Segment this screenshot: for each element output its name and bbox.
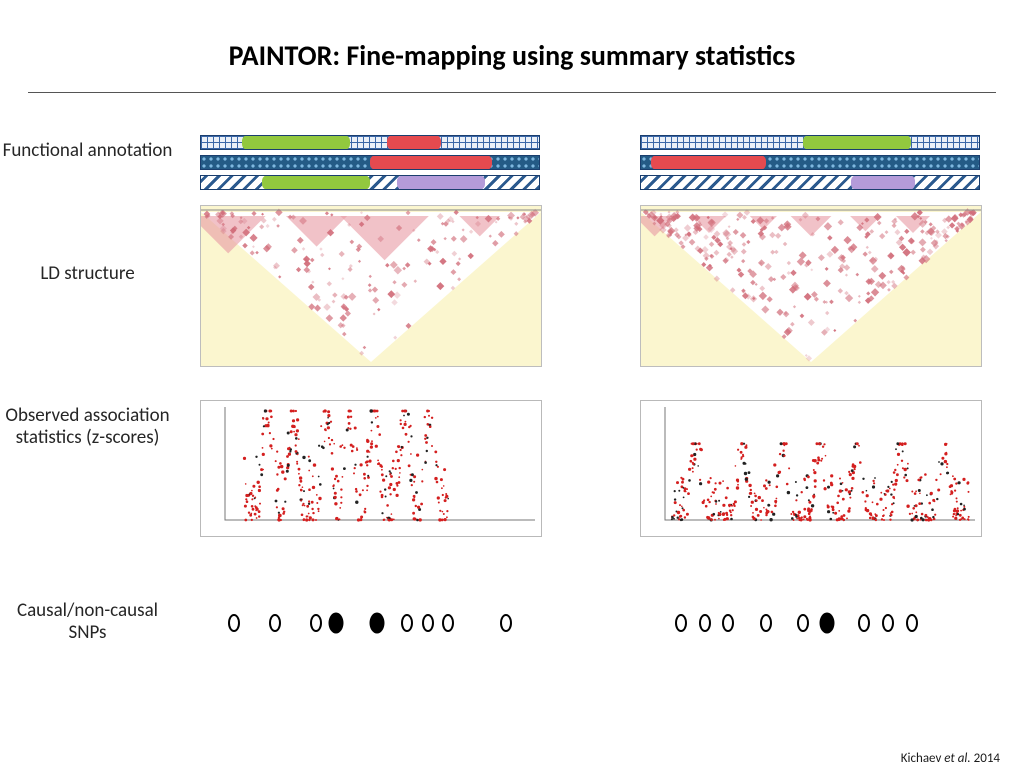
citation-year: 2014 [974,751,1000,766]
annotation-segment [851,175,915,190]
snp-noncausal [882,614,894,632]
zscore-panel-right [640,400,982,537]
zscore-scatter [201,401,541,536]
zscore-scatter [641,401,981,536]
row-label-zscore: Observed association statistics (z-score… [0,405,175,449]
annotation-track [200,135,540,150]
snp-noncausal [760,614,772,632]
annotation-segment [242,135,350,150]
citation-etal: et al. [944,751,970,766]
annotation-tracks-right [640,135,980,195]
snp-noncausal [269,614,281,632]
snp-noncausal [722,614,734,632]
annotation-segment [397,175,485,190]
citation: Kichaev et al. 2014 [901,751,1000,766]
snp-noncausal [401,614,413,632]
row-label-ld: LD structure [0,263,175,285]
snp-causal [369,613,384,634]
snp-noncausal [858,614,870,632]
snp-causal [329,613,344,634]
annotation-track [640,135,980,150]
snp-noncausal [797,614,809,632]
slide-title: PAINTOR: Fine-mapping using summary stat… [0,38,1024,73]
citation-author: Kichaev [901,751,942,766]
annotation-tracks-left [200,135,540,195]
slide: PAINTOR: Fine-mapping using summary stat… [0,0,1024,768]
snp-noncausal [228,614,240,632]
annotation-track [640,155,980,170]
snp-noncausal [500,614,512,632]
ld-panel-right [640,205,982,367]
ld-triangle [201,206,541,366]
snp-noncausal [906,614,918,632]
snp-noncausal [310,614,322,632]
row-label-snps: Causal/non-causal SNPs [0,600,175,644]
annotation-track [200,155,540,170]
annotation-segment [262,175,370,190]
snp-noncausal [442,614,454,632]
snp-noncausal [422,614,434,632]
row-label-annotation: Functional annotation [0,140,175,162]
snp-row-left [200,610,540,636]
zscore-panel-left [200,400,542,537]
annotation-segment [387,135,441,150]
ld-panel-left [200,205,542,367]
snp-noncausal [699,614,711,632]
annotation-segment [651,155,766,170]
annotation-track [200,175,540,190]
title-rule [28,92,996,93]
annotation-segment [803,135,911,150]
ld-triangle [641,206,981,366]
snp-row-right [640,610,980,636]
snp-causal [820,613,835,634]
snp-noncausal [675,614,687,632]
annotation-segment [370,155,492,170]
annotation-track [640,175,980,190]
